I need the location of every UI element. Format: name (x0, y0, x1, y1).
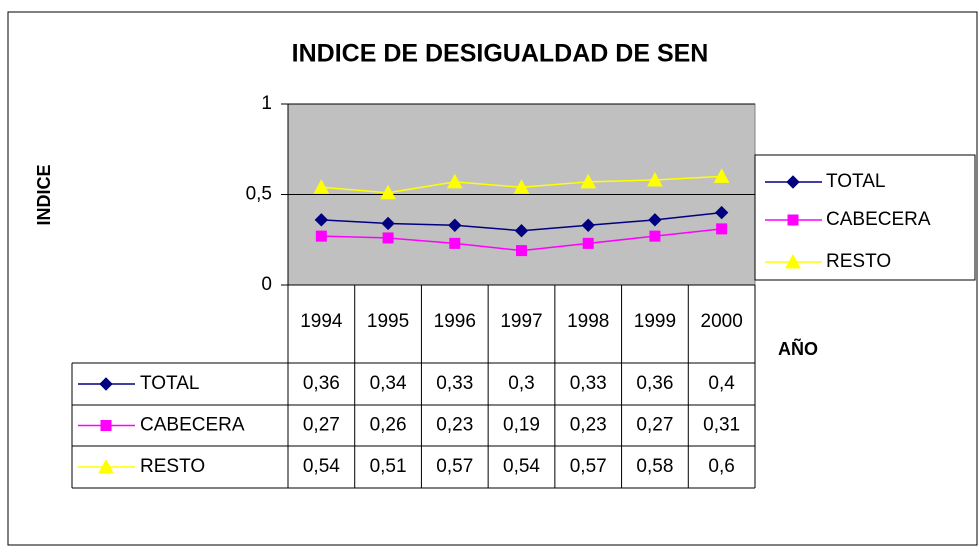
data-point (449, 237, 461, 249)
table-cell: 0,27 (636, 415, 673, 436)
table-cell: 0,34 (370, 373, 407, 394)
table-cell: 0,3 (508, 373, 534, 394)
table-row-label: TOTAL (140, 373, 199, 394)
x-tick-label: 1996 (434, 311, 476, 332)
x-tick-label: 1995 (367, 311, 409, 332)
chart-title: INDICE DE DESIGUALDAD DE SEN (292, 40, 709, 68)
table-cell: 0,6 (708, 456, 734, 477)
data-point (713, 168, 730, 183)
table-cell: 0,54 (303, 456, 340, 477)
data-point (514, 223, 529, 238)
data-point (647, 171, 663, 187)
data-point (446, 173, 463, 189)
table-cell: 0,36 (303, 373, 340, 394)
x-axis-label: AÑO (778, 338, 818, 359)
table-cell: 0,33 (570, 373, 607, 394)
table-cell: 0,26 (370, 415, 407, 436)
data-point (580, 173, 597, 189)
data-point (716, 223, 728, 235)
y-axis-label: INDICE (34, 164, 54, 225)
x-tick-label: 1998 (567, 311, 609, 332)
table-cell: 0,58 (636, 456, 673, 477)
data-point (380, 184, 396, 200)
legend-label: CABECERA (826, 209, 931, 230)
table-cell: 0,33 (436, 373, 473, 394)
legend-key-marker (785, 253, 801, 269)
data-point (649, 230, 661, 242)
data-point (448, 218, 462, 232)
table-cell: 0,54 (503, 456, 540, 477)
y-tick-label: 0,5 (246, 184, 272, 205)
legend-label: TOTAL (826, 171, 885, 192)
table-cell: 0,27 (303, 415, 340, 436)
x-tick-label: 2000 (701, 311, 743, 332)
x-tick-label: 1999 (634, 311, 676, 332)
y-tick-label: 0 (261, 274, 272, 295)
data-point (315, 230, 327, 242)
table-key-marker (100, 420, 112, 431)
legend-key-marker (787, 214, 799, 226)
data-point (314, 213, 329, 227)
x-tick-label: 1997 (500, 311, 542, 332)
legend (754, 154, 976, 281)
legend-key-marker (786, 175, 800, 189)
table-cell: 0,57 (436, 456, 473, 477)
table-cell: 0,36 (636, 373, 673, 394)
table-cell: 0,23 (570, 415, 607, 436)
legend-label: RESTO (826, 251, 891, 272)
table-cell: 0,31 (703, 415, 740, 436)
table-cell: 0,57 (570, 456, 607, 477)
table-cell: 0,4 (708, 373, 735, 394)
x-tick-label: 1994 (300, 311, 343, 332)
table-key-marker (98, 458, 114, 474)
table-cell: 0,19 (503, 415, 540, 436)
table-row-label: CABECERA (140, 415, 245, 436)
data-point (513, 179, 530, 194)
data-point (382, 232, 394, 244)
table-key-marker (99, 377, 113, 391)
table-cell: 0,23 (436, 415, 473, 436)
data-point (516, 245, 527, 257)
data-point (381, 216, 395, 231)
table-row-label: RESTO (140, 456, 205, 477)
data-point (582, 237, 594, 249)
table-cell: 0,51 (370, 456, 407, 477)
data-point (581, 218, 595, 232)
data-point (648, 213, 662, 227)
data-point (313, 179, 330, 194)
data-point (714, 205, 729, 220)
y-tick-label: 1 (261, 93, 272, 114)
